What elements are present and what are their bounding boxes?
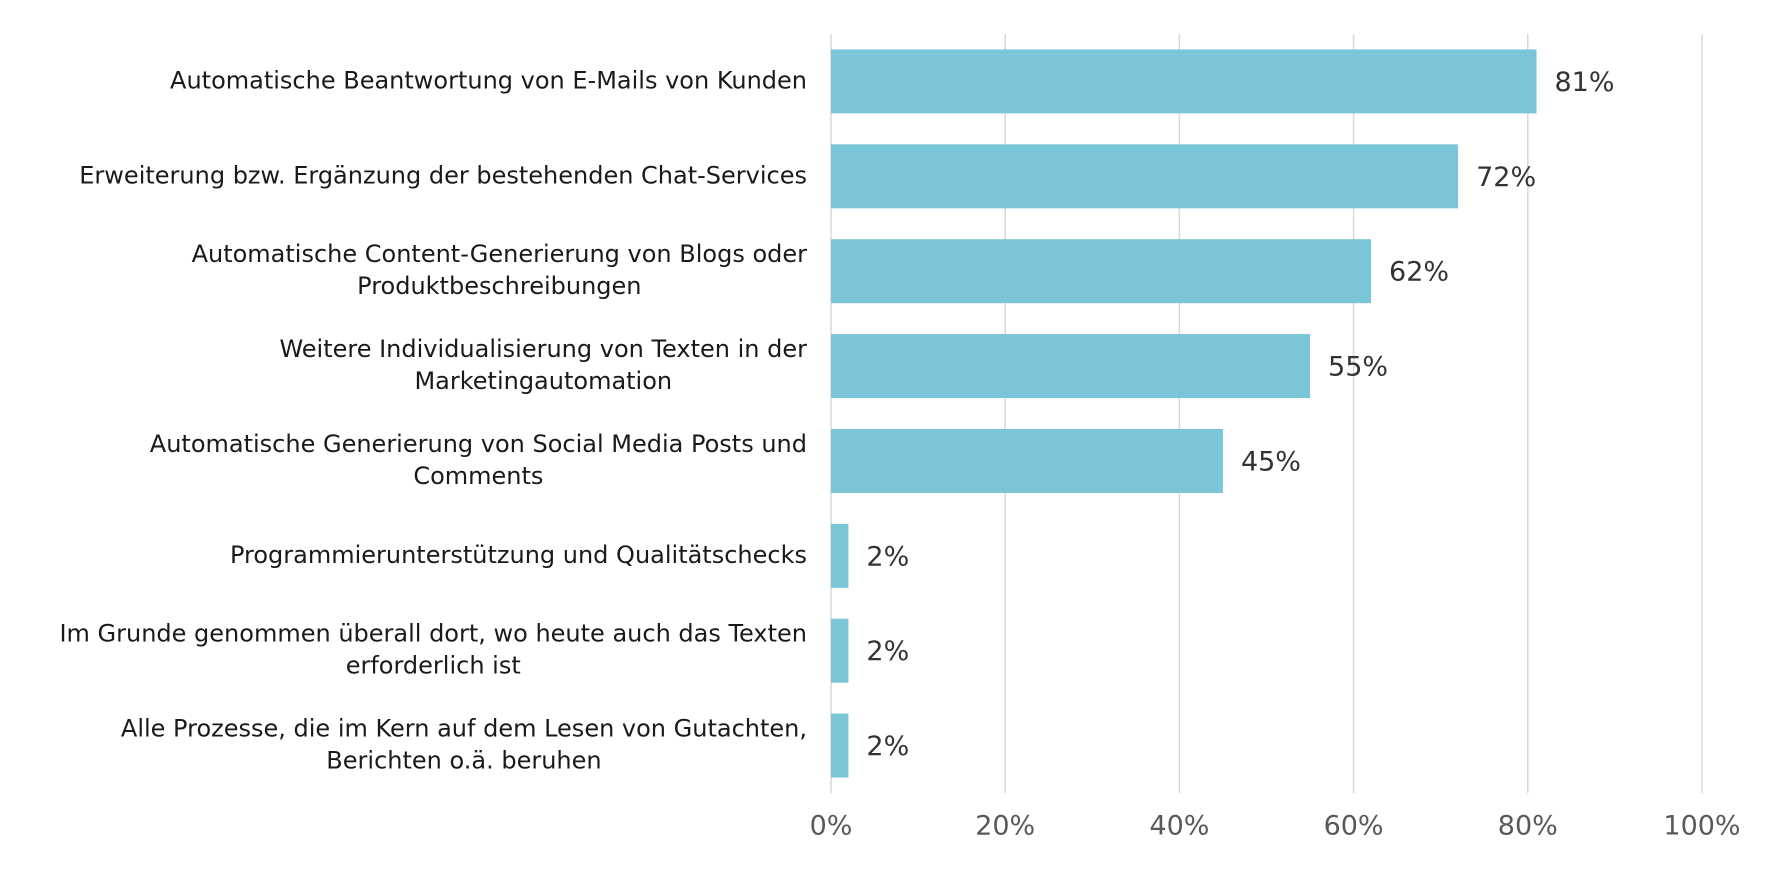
category-label: Alle Prozesse, die im Kern auf dem Lesen…: [121, 715, 807, 743]
bar: [831, 49, 1537, 114]
value-label: 2%: [866, 541, 909, 572]
category-label: Automatische Content-Generierung von Blo…: [192, 240, 808, 268]
category-label: Marketingautomation: [414, 367, 672, 395]
value-label: 55%: [1328, 352, 1388, 383]
value-label: 81%: [1555, 67, 1615, 98]
value-label: 2%: [866, 636, 909, 667]
x-tick-label: 100%: [1663, 811, 1740, 842]
value-label: 45%: [1241, 446, 1301, 477]
x-tick-label: 20%: [975, 811, 1035, 842]
category-label: Produktbeschreibungen: [357, 272, 641, 300]
category-label: Automatische Beantwortung von E-Mails vo…: [170, 66, 807, 94]
value-label: 72%: [1476, 162, 1536, 193]
category-label: Programmierunterstützung und Qualitätsch…: [230, 541, 807, 569]
category-label: Weitere Individualisierung von Texten in…: [279, 335, 807, 363]
category-label: Erweiterung bzw. Ergänzung der bestehend…: [79, 161, 807, 189]
bar: [831, 144, 1459, 209]
category-label: Berichten o.ä. beruhen: [326, 747, 601, 775]
category-label: Comments: [413, 462, 543, 490]
category-label: Im Grunde genommen überall dort, wo heut…: [59, 620, 807, 648]
x-tick-label: 80%: [1498, 811, 1558, 842]
bar: [831, 618, 849, 683]
x-tick-label: 60%: [1324, 811, 1384, 842]
x-tick-label: 0%: [810, 811, 853, 842]
bar: [831, 428, 1223, 493]
category-label: Automatische Generierung von Social Medi…: [150, 430, 807, 458]
category-label: erforderlich ist: [346, 652, 521, 680]
bar: [831, 239, 1372, 304]
bar: [831, 713, 849, 778]
value-label: 62%: [1389, 257, 1449, 288]
x-tick-label: 40%: [1149, 811, 1209, 842]
value-label: 2%: [866, 731, 909, 762]
bar: [831, 523, 849, 588]
bar: [831, 334, 1311, 399]
